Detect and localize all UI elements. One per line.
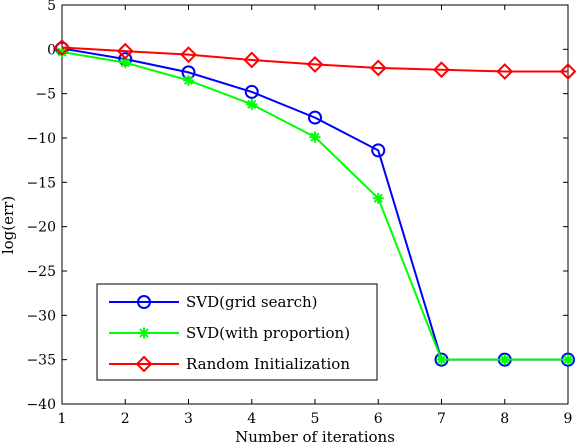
data-point-3: [369, 59, 387, 77]
data-point-3: [53, 39, 71, 56]
y-tick-label: −40: [26, 397, 56, 413]
y-tick-label: 5: [47, 0, 56, 14]
x-tick-label: 8: [500, 411, 509, 427]
y-tick-label: −35: [26, 353, 56, 369]
legend-marker: [137, 295, 151, 309]
data-point-3: [116, 42, 134, 60]
data-point-2: [183, 74, 194, 86]
legend-marker: [135, 355, 153, 373]
y-tick-label: −5: [35, 87, 56, 103]
data-point-1: [371, 143, 386, 158]
data-point-3: [433, 61, 450, 79]
x-tick-label: 6: [374, 411, 383, 427]
legend-label: Random Initialization: [186, 355, 350, 373]
x-tick-label: 9: [564, 411, 573, 427]
data-point-2: [562, 354, 574, 366]
data-point-2: [436, 354, 447, 366]
data-point-1: [308, 110, 322, 125]
y-axis-title: log(err): [0, 196, 17, 254]
x-tick-label: 1: [58, 411, 67, 427]
legend-marker: [138, 327, 150, 339]
series-line-3: [61, 46, 568, 73]
x-tick-label: 2: [121, 411, 130, 427]
data-point-2: [372, 192, 384, 204]
y-tick-label: −20: [26, 220, 56, 236]
data-point-3: [243, 51, 261, 69]
data-point-2: [246, 98, 258, 110]
x-axis-title: Number of iterations: [235, 428, 395, 444]
data-point-1: [244, 84, 259, 99]
x-tick-label: 7: [437, 411, 446, 427]
y-tick-label: −25: [26, 264, 56, 280]
data-point-2: [499, 354, 511, 366]
x-tick-label: 3: [184, 411, 193, 427]
y-tick-label: −15: [26, 175, 56, 191]
data-point-3: [306, 55, 324, 73]
data-point-2: [119, 57, 131, 69]
data-point-3: [559, 63, 576, 80]
legend-label: SVD(grid search): [186, 293, 318, 311]
data-point-2: [309, 131, 321, 143]
data-point-3: [496, 63, 514, 80]
y-tick-label: −10: [26, 131, 56, 147]
y-tick-label: −30: [26, 308, 56, 324]
x-tick-label: 5: [311, 411, 320, 427]
legend: SVD(grid search) SVD(with proportion) Rand…: [96, 283, 378, 381]
data-point-3: [180, 46, 197, 64]
x-tick-label: 4: [247, 411, 256, 427]
legend-label: SVD(with proportion): [186, 324, 350, 342]
y-tick-label: 0: [47, 42, 56, 58]
